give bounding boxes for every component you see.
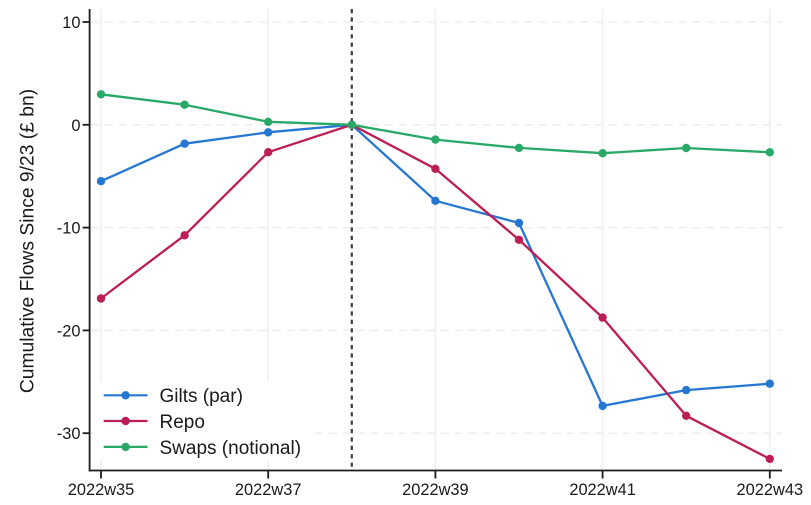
svg-text:2022w43: 2022w43 <box>737 481 804 499</box>
svg-text:-20: -20 <box>57 322 81 340</box>
svg-text:2022w39: 2022w39 <box>402 481 469 499</box>
svg-text:Cumulative Flows Since 9/23 (£: Cumulative Flows Since 9/23 (£ bn) <box>18 89 39 393</box>
svg-text:Swaps (notional): Swaps (notional) <box>160 438 302 459</box>
svg-text:Gilts (par): Gilts (par) <box>160 386 243 407</box>
svg-text:2022w35: 2022w35 <box>68 481 135 499</box>
svg-text:2022w37: 2022w37 <box>235 481 302 499</box>
svg-text:10: 10 <box>62 14 80 32</box>
svg-text:2022w41: 2022w41 <box>569 481 636 499</box>
svg-text:Repo: Repo <box>160 412 205 433</box>
svg-text:-30: -30 <box>57 425 81 443</box>
svg-text:-10: -10 <box>57 220 81 238</box>
svg-text:0: 0 <box>71 117 80 135</box>
